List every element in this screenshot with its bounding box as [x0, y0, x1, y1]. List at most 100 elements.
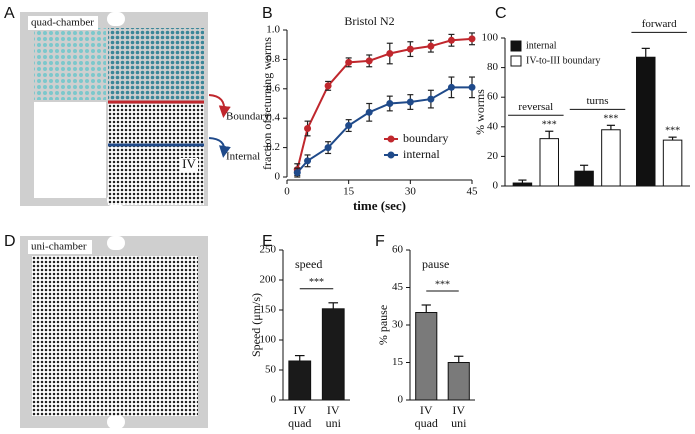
significance: ***: [309, 277, 324, 288]
x-tick-label: IV: [293, 403, 306, 417]
y-tick-label: 0: [275, 171, 281, 183]
uni-chamber-diagram: uni-chamber: [20, 236, 208, 429]
y-tick-label: 0.8: [266, 53, 280, 65]
notch: [107, 415, 125, 429]
point: [345, 58, 353, 66]
arrow: [208, 94, 231, 118]
x-axis-label: time (sec): [353, 198, 406, 213]
x-tick-label: 15: [343, 186, 355, 198]
bar: [601, 129, 621, 187]
panel-label: F: [375, 233, 385, 250]
diagram-title: quad-chamber: [31, 17, 94, 29]
chart-title: speed: [295, 257, 322, 271]
diagram-label: Boundary: [226, 111, 270, 123]
bar: [321, 308, 345, 401]
x-group-label: uni: [451, 416, 467, 430]
point: [447, 36, 455, 44]
x-tick-label: IV: [327, 403, 340, 417]
label-bg: [28, 240, 92, 254]
region: [32, 256, 198, 416]
quad-chamber-diagram: IV quad-chamber Boundary Internal: [20, 12, 270, 207]
region: [34, 28, 106, 100]
point: [386, 50, 394, 58]
panel-label: B: [262, 5, 273, 22]
label-bg: [28, 16, 98, 30]
bar: [539, 138, 559, 187]
y-tick-label: 60: [392, 244, 404, 256]
y-tick-label: 100: [260, 334, 277, 346]
legend-label: IV-to-III boundary: [526, 55, 600, 66]
y-tick-label: 0.6: [266, 82, 280, 94]
point: [427, 95, 435, 103]
x-group-label: uni: [326, 416, 342, 430]
chart-title: pause: [422, 257, 449, 271]
y-tick-label: 50: [265, 364, 277, 376]
point: [304, 124, 312, 132]
point: [293, 169, 301, 177]
y-tick-label: 0.4: [266, 112, 280, 124]
y-tick-label: 30: [392, 319, 404, 331]
y-tick-label: 100: [482, 32, 499, 44]
x-tick-label: IV: [420, 403, 433, 417]
x-tick-label: 0: [284, 186, 290, 198]
panel-label: A: [4, 5, 15, 22]
legend-swatch: [510, 55, 522, 67]
x-tick-label: IV: [452, 403, 465, 417]
y-tick-label: 45: [392, 281, 404, 293]
significance: ***: [665, 125, 680, 136]
bar: [288, 360, 312, 401]
bar: [512, 182, 533, 187]
y-tick-label: 15: [392, 356, 404, 368]
y-tick-label: 1.0: [266, 24, 280, 36]
significance: ***: [603, 114, 618, 125]
legend-swatch: [510, 40, 522, 52]
series-line: [296, 37, 473, 170]
series-line: [296, 86, 472, 174]
y-tick-label: 40: [487, 120, 499, 132]
y-axis-label: % worms: [473, 89, 487, 135]
y-tick-label: 20: [487, 150, 499, 162]
legend-label: boundary: [403, 131, 448, 145]
point: [427, 42, 435, 50]
point: [365, 57, 373, 65]
x-tick-label: 45: [467, 186, 479, 198]
x-tick-label: reversal: [518, 101, 553, 113]
notch: [107, 12, 125, 26]
y-tick-label: 60: [487, 91, 499, 103]
significance: ***: [435, 279, 450, 290]
point: [345, 122, 353, 130]
y-axis-label: Speed (μm/s): [249, 293, 263, 357]
y-tick-label: 200: [260, 274, 277, 286]
bar: [574, 170, 594, 187]
y-tick-label: 80: [487, 61, 499, 73]
y-tick-label: 0: [271, 394, 277, 406]
diagram-label: Internal: [226, 151, 260, 163]
bar: [636, 56, 656, 187]
region: [108, 28, 204, 102]
panel-label: D: [4, 233, 16, 250]
legend-label: internal: [526, 40, 557, 51]
bar: [415, 312, 438, 401]
y-tick-label: 0: [398, 394, 404, 406]
y-axis-label: % pause: [376, 305, 390, 345]
y-tick-label: 0: [493, 180, 499, 192]
region: [34, 102, 106, 198]
y-tick-label: 250: [260, 244, 277, 256]
x-group-label: quad: [415, 416, 438, 430]
legend-marker: [387, 135, 395, 143]
y-axis-label: fraction of returning worms: [260, 37, 274, 170]
point: [468, 83, 476, 91]
arrow: [208, 137, 231, 158]
x-group-label: quad: [288, 416, 311, 430]
y-tick-label: 0.2: [266, 141, 280, 153]
bar: [447, 362, 470, 401]
region: [108, 104, 204, 205]
point: [365, 108, 373, 116]
y-tick-label: 150: [260, 304, 277, 316]
diagram-title: uni-chamber: [31, 241, 87, 253]
point: [447, 83, 455, 91]
x-tick-label: forward: [642, 18, 677, 30]
notch: [107, 236, 125, 250]
point: [386, 100, 394, 107]
